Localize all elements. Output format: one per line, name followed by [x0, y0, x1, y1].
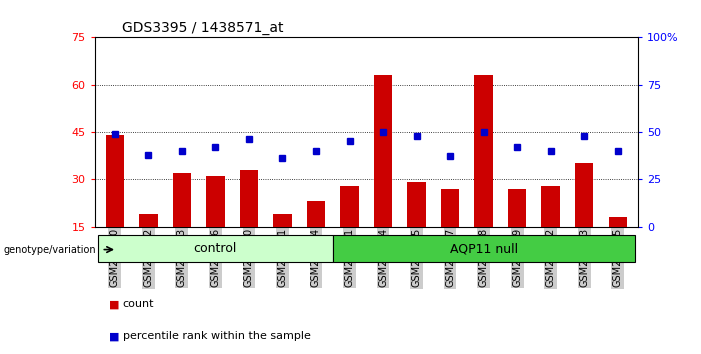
Bar	[139, 214, 158, 227]
Bar	[407, 182, 426, 227]
Bar	[206, 176, 224, 227]
Bar	[98, 235, 333, 262]
Text: ■: ■	[109, 299, 119, 309]
Bar	[340, 185, 359, 227]
Text: AQP11 null: AQP11 null	[449, 242, 518, 255]
Bar	[441, 189, 459, 227]
Bar	[608, 217, 627, 227]
Bar	[273, 214, 292, 227]
Bar	[575, 164, 594, 227]
Bar	[333, 235, 634, 262]
Bar	[475, 75, 493, 227]
Text: control: control	[193, 242, 237, 255]
Bar	[172, 173, 191, 227]
Bar	[508, 189, 526, 227]
Bar	[541, 185, 560, 227]
Text: genotype/variation: genotype/variation	[3, 245, 95, 255]
Text: count: count	[123, 299, 154, 309]
Text: percentile rank within the sample: percentile rank within the sample	[123, 331, 311, 341]
Text: GDS3395 / 1438571_at: GDS3395 / 1438571_at	[122, 21, 283, 35]
Text: ■: ■	[109, 331, 119, 341]
Bar	[374, 75, 393, 227]
Bar	[240, 170, 258, 227]
Bar	[307, 201, 325, 227]
Bar	[106, 135, 124, 227]
